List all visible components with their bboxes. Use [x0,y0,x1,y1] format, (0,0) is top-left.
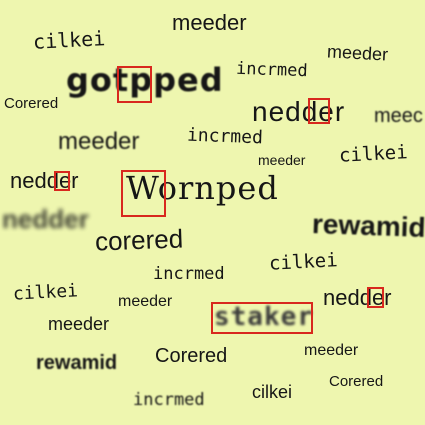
word-staker: staker [214,302,314,332]
word-corered: Corered [155,345,228,367]
word-nedder: nedder [10,168,79,193]
word-cilkei: cilkei [338,141,409,167]
word-incrmed: incrmed [186,124,264,149]
word-nedder: nedder [323,285,392,310]
word-meeder: meeder [48,314,110,334]
word-cilkei: cilkei [252,382,293,402]
word-nedder: nedder [2,204,89,234]
word-wornped: Wornped [126,169,279,207]
word-cilkei: cilkei [12,280,79,305]
word-cilkei: cilkei [268,249,339,275]
word-meeder: meeder [58,128,140,155]
word-meeder: meeder [304,342,359,359]
highlight-box [54,171,70,191]
highlight-box [121,170,166,217]
word-corered: corered [94,223,184,257]
word-meeder: meeder [258,152,306,168]
word-corered: Corered [4,95,59,112]
highlight-box [117,66,152,103]
word-meeder: meeder [172,10,247,35]
highlight-box [367,287,384,308]
word-cilkei: cilkei [32,26,106,54]
word-incrmed: incrmed [235,58,309,82]
word-rewamid: rewamid [311,208,425,243]
word-meeder: meeder [118,293,173,310]
word-meeder: meeder [326,41,389,65]
word-rewamid: rewamid [36,352,118,374]
word-gotpped: gotpped [66,61,224,99]
word-incrmed: incrmed [153,264,225,284]
highlight-box [211,302,313,334]
word-incrmed: incrmed [133,390,205,410]
word-meec: meec [374,105,423,127]
word-nedder: nedder [252,96,346,127]
highlight-box [308,98,330,124]
word-corered: Corered [329,373,384,390]
